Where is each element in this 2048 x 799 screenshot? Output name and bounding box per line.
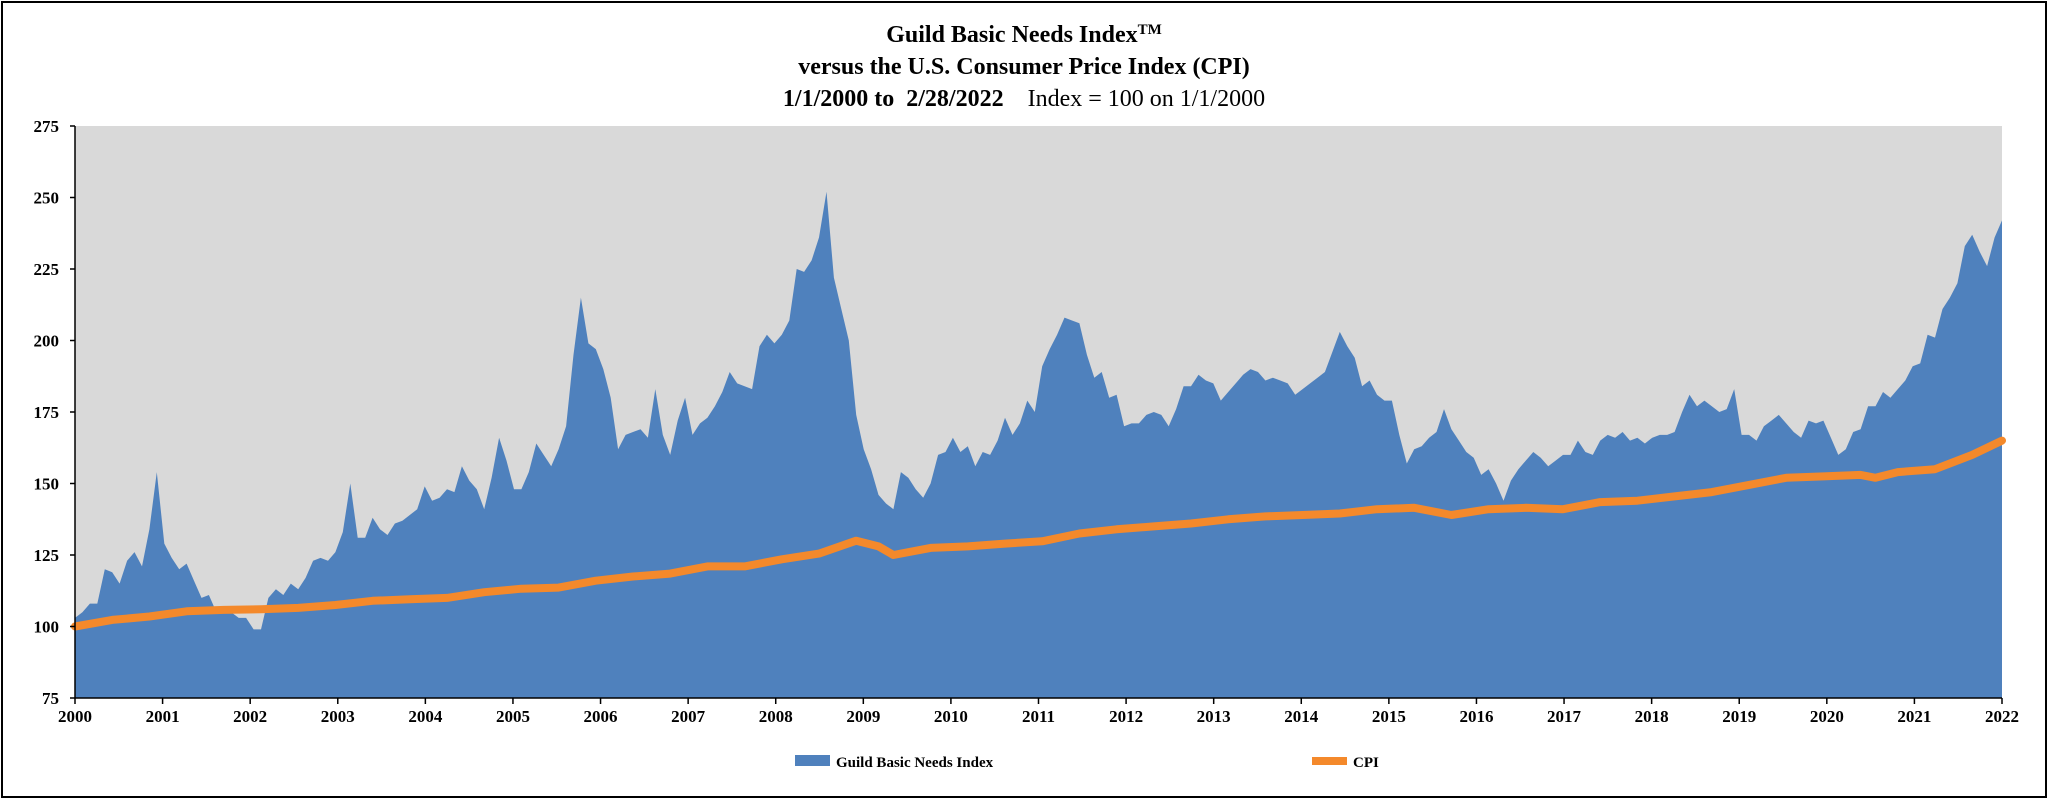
chart-subtitle: versus the U.S. Consumer Price Index (CP… bbox=[798, 54, 1250, 80]
y-tick-label: 225 bbox=[34, 260, 60, 279]
y-tick-label: 125 bbox=[34, 546, 60, 565]
x-tick-label: 2005 bbox=[496, 707, 530, 726]
x-tick-label: 2018 bbox=[1635, 707, 1669, 726]
x-tick-label: 2012 bbox=[1109, 707, 1143, 726]
x-tick-label: 2010 bbox=[934, 707, 968, 726]
y-tick-label: 200 bbox=[34, 332, 60, 351]
chart-date-range: 1/1/2000 to 2/28/2022 Index = 100 on 1/1… bbox=[782, 86, 1266, 112]
chart-title: Guild Basic Needs IndexTM bbox=[886, 22, 1162, 48]
x-tick-label: 2022 bbox=[1985, 707, 2019, 726]
y-tick-label: 175 bbox=[34, 403, 60, 422]
y-tick-label: 150 bbox=[34, 475, 60, 494]
x-tick-label: 2016 bbox=[1459, 707, 1493, 726]
x-tick-label: 2013 bbox=[1197, 707, 1231, 726]
y-tick-label: 75 bbox=[42, 689, 59, 708]
y-axis-ticks: 75 100 125 150 175 200 225 250 275 bbox=[34, 117, 75, 708]
y-tick-label: 100 bbox=[34, 618, 60, 637]
x-tick-label: 2011 bbox=[1022, 707, 1055, 726]
x-tick-label: 2002 bbox=[233, 707, 267, 726]
x-tick-label: 2020 bbox=[1810, 707, 1844, 726]
series-line-cpi bbox=[71, 436, 2006, 631]
x-tick-label: 2019 bbox=[1722, 707, 1756, 726]
trademark-superscript: TM bbox=[1137, 22, 1162, 38]
x-tick-label: 2007 bbox=[671, 707, 706, 726]
x-tick-label: 2015 bbox=[1372, 707, 1406, 726]
x-tick-label: 2001 bbox=[146, 707, 180, 726]
chart-titles: Guild Basic Needs IndexTM versus the U.S… bbox=[0, 14, 2048, 115]
x-tick-label: 2009 bbox=[846, 707, 880, 726]
legend-label-cpi: CPI bbox=[1353, 755, 1379, 771]
x-tick-label: 2017 bbox=[1547, 707, 1582, 726]
legend-swatch-basic-needs-index bbox=[795, 755, 830, 766]
legend: Guild Basic Needs Index CPI bbox=[795, 755, 1379, 771]
x-axis-ticks: 2000 2001 2002 2003 2004 2005 2006 2007 2008 2009… bbox=[58, 698, 2019, 726]
x-tick-label: 2014 bbox=[1284, 707, 1319, 726]
index-base-note: Index = 100 on 1/1/2000 bbox=[1027, 86, 1266, 112]
x-tick-label: 2004 bbox=[408, 707, 443, 726]
x-tick-label: 2008 bbox=[759, 707, 793, 726]
y-tick-label: 275 bbox=[34, 117, 60, 136]
y-tick-label: 250 bbox=[34, 189, 60, 208]
x-tick-label: 2000 bbox=[58, 707, 92, 726]
series-area-basic-needs-index bbox=[75, 191, 2002, 699]
x-tick-label: 2021 bbox=[1897, 707, 1931, 726]
legend-label-basic-needs-index: Guild Basic Needs Index bbox=[836, 755, 994, 771]
x-tick-label: 2003 bbox=[321, 707, 355, 726]
x-tick-label: 2006 bbox=[584, 707, 618, 726]
